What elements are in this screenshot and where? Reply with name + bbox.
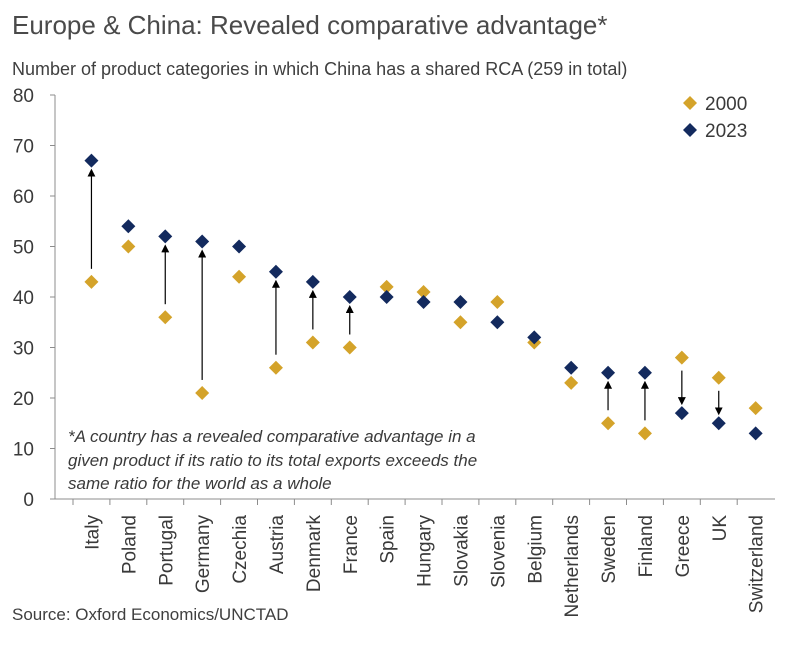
chart-subtitle: Number of product categories in which Ch… — [12, 59, 628, 79]
footnote-line-3: same ratio for the world as a whole — [68, 474, 332, 493]
point-2023-germany — [195, 234, 210, 249]
point-2023-sweden — [601, 365, 616, 380]
x-tick-label-portugal: Portugal — [156, 515, 177, 586]
point-2023-france — [342, 290, 357, 304]
x-tick-label-sweden: Sweden — [599, 515, 620, 584]
x-tick-label-italy: Italy — [82, 515, 103, 550]
point-2000-hungary — [416, 284, 431, 299]
point-2023-slovakia — [453, 295, 468, 310]
y-tick-label: 10 — [13, 440, 34, 461]
point-2023-netherlands — [564, 360, 579, 375]
point-2000-switzerland — [748, 401, 763, 416]
legend-marker-2023 — [683, 123, 697, 137]
x-tick-label-belgium: Belgium — [525, 515, 546, 584]
y-tick-label: 50 — [13, 238, 34, 259]
point-2023-switzerland — [748, 426, 763, 441]
x-tick-label-germany: Germany — [193, 515, 214, 594]
x-tick-label-hungary: Hungary — [415, 515, 436, 587]
point-2023-uk — [711, 416, 726, 431]
x-tick-label-finland: Finland — [636, 515, 657, 577]
point-2023-czechia — [232, 239, 247, 254]
point-2023-greece — [674, 406, 689, 421]
footnote-line-2: given product if its ratio to its total … — [68, 451, 477, 470]
y-tick-label: 30 — [13, 339, 34, 360]
legend-label-2023: 2023 — [705, 121, 747, 142]
chart-title: Europe & China: Revealed comparative adv… — [12, 10, 608, 40]
point-2023-finland — [637, 365, 652, 380]
point-2023-poland — [121, 219, 136, 234]
x-tick-label-switzerland: Switzerland — [747, 515, 768, 613]
footnote-line-1: *A country has a revealed comparative ad… — [68, 427, 476, 446]
x-tick-label-slovenia: Slovenia — [488, 515, 509, 588]
x-tick-label-austria: Austria — [267, 515, 288, 575]
y-tick-label: 0 — [23, 490, 34, 511]
point-2000-italy — [84, 274, 99, 289]
legend: 2000 2023 — [683, 94, 747, 142]
x-tick-label-greece: Greece — [673, 515, 694, 577]
legend-label-2000: 2000 — [705, 94, 747, 115]
x-tick-label-poland: Poland — [119, 515, 140, 574]
y-tick-label: 70 — [13, 137, 34, 158]
legend-marker-2000 — [683, 96, 697, 110]
x-tick-label-spain: Spain — [378, 515, 399, 564]
point-2000-spain — [379, 279, 394, 294]
y-tick-label: 20 — [13, 389, 34, 410]
x-tick-label-france: France — [341, 515, 362, 574]
x-tick-label-denmark: Denmark — [304, 515, 325, 593]
point-2000-finland — [637, 426, 652, 441]
y-tick-label: 80 — [13, 86, 34, 107]
point-2000-netherlands — [564, 375, 579, 390]
x-tick-label-netherlands: Netherlands — [562, 515, 583, 617]
point-2023-hungary — [416, 295, 431, 310]
point-2000-denmark — [305, 335, 320, 350]
point-2023-portugal — [158, 229, 173, 244]
point-2000-france — [342, 340, 357, 355]
point-2023-spain — [379, 290, 394, 304]
point-2023-belgium — [527, 330, 542, 345]
point-2000-germany — [195, 385, 210, 400]
point-2000-uk — [711, 370, 726, 385]
point-2000-sweden — [601, 416, 616, 431]
x-tick-label-slovakia: Slovakia — [451, 515, 472, 587]
y-tick-label: 40 — [13, 288, 34, 309]
point-2023-italy — [84, 153, 99, 168]
point-2000-austria — [268, 360, 283, 375]
source-note: Source: Oxford Economics/UNCTAD — [12, 605, 289, 624]
point-2000-greece — [674, 350, 689, 365]
point-2000-czechia — [232, 269, 247, 284]
point-2023-austria — [268, 264, 283, 279]
point-2000-poland — [121, 239, 136, 254]
point-2023-slovenia — [490, 315, 505, 330]
point-2000-portugal — [158, 310, 173, 325]
y-tick-label: 60 — [13, 187, 34, 208]
x-tick-label-czechia: Czechia — [230, 515, 251, 584]
point-2000-slovakia — [453, 315, 468, 330]
point-2023-denmark — [305, 274, 320, 289]
point-2000-slovenia — [490, 295, 505, 310]
x-tick-label-uk: UK — [710, 515, 731, 542]
